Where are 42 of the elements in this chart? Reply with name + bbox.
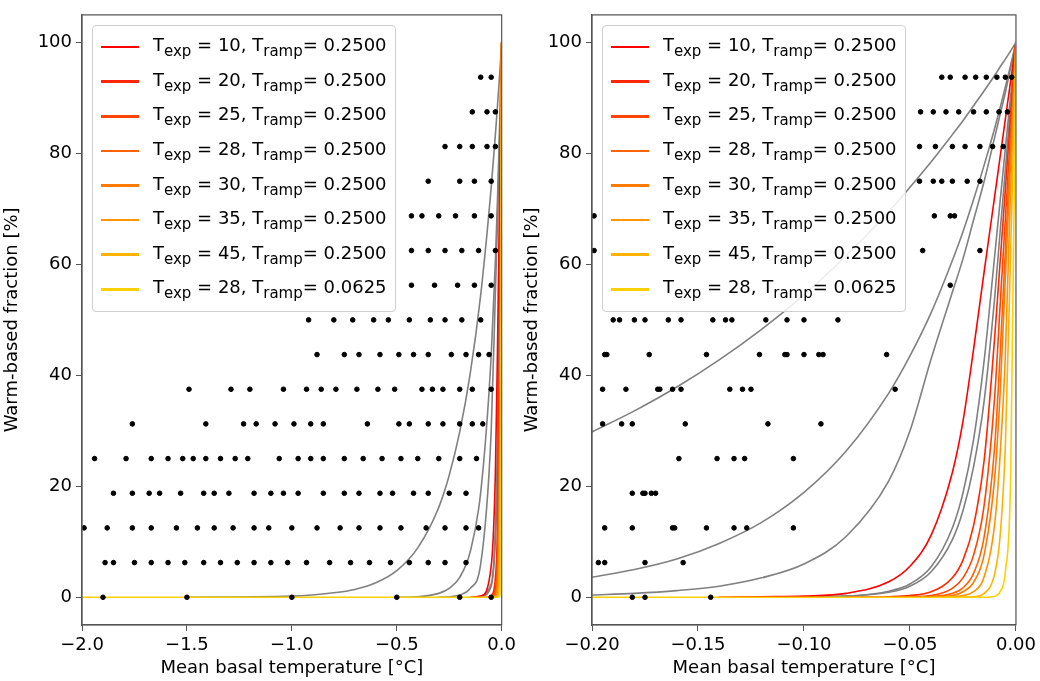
legend-label: T$_{exp}$ = 45, T$_{ramp}$= 0.2500 <box>663 241 897 268</box>
legend-label: T$_{exp}$ = 35, T$_{ramp}$= 0.2500 <box>153 207 387 233</box>
x-tick-label: −0.20 <box>564 633 620 655</box>
y-axis-title: Warm-based fraction [%] <box>0 207 22 433</box>
legend-label: T$_{exp}$ = 45, T$_{ramp}$= 0.2500 <box>153 241 387 268</box>
legend-label: T$_{exp}$ = 28, T$_{ramp}$= 0.0625 <box>663 276 897 303</box>
x-tick-label: −1.5 <box>165 633 209 655</box>
legend-label: T$_{exp}$ = 28, T$_{ramp}$= 0.0625 <box>153 276 387 303</box>
legend-label: T$_{exp}$ = 25, T$_{ramp}$= 0.2500 <box>663 103 897 130</box>
y-tick-label: 40 <box>49 363 72 385</box>
y-tick-label: 80 <box>49 141 72 163</box>
legend-label: T$_{exp}$ = 20, T$_{ramp}$= 0.2500 <box>153 68 387 95</box>
x-axis-title: Mean basal temperature [°C] <box>672 655 936 677</box>
legend-label: T$_{exp}$ = 30, T$_{ramp}$= 0.2500 <box>153 172 387 199</box>
x-tick-label: −0.10 <box>776 633 832 655</box>
y-tick-label: 20 <box>559 473 582 495</box>
y-axis-title: Warm-based fraction [%] <box>520 207 542 433</box>
y-tick-label: 0 <box>570 584 582 606</box>
x-tick-label: −0.5 <box>374 633 419 655</box>
legend-label: T$_{exp}$ = 28, T$_{ramp}$= 0.2500 <box>663 138 897 164</box>
y-tick-label: 20 <box>49 473 72 495</box>
legend-label: T$_{exp}$ = 28, T$_{ramp}$= 0.2500 <box>153 138 387 164</box>
y-tick-label: 100 <box>37 30 72 52</box>
legend-label: T$_{exp}$ = 35, T$_{ramp}$= 0.2500 <box>663 207 897 233</box>
x-tick-label: 0.0 <box>487 633 517 655</box>
y-tick-label: 100 <box>547 30 582 52</box>
x-tick-label: −0.15 <box>670 633 726 655</box>
y-tick-label: 60 <box>49 252 72 274</box>
x-tick-label: 0.00 <box>995 633 1036 655</box>
x-tick-label: −0.05 <box>882 633 938 655</box>
legend-label: T$_{exp}$ = 20, T$_{ramp}$= 0.2500 <box>663 68 897 95</box>
x-tick-label: −1.0 <box>269 633 314 655</box>
legend-label: T$_{exp}$ = 10, T$_{ramp}$= 0.2500 <box>153 34 387 60</box>
legend-label: T$_{exp}$ = 10, T$_{ramp}$= 0.2500 <box>663 34 897 60</box>
y-tick-label: 0 <box>60 584 72 606</box>
y-tick-label: 60 <box>559 252 582 274</box>
x-axis-title: Mean basal temperature [°C] <box>160 655 424 677</box>
y-tick-label: 80 <box>559 141 582 163</box>
legend-label: T$_{exp}$ = 25, T$_{ramp}$= 0.2500 <box>153 103 387 130</box>
legend-label: T$_{exp}$ = 30, T$_{ramp}$= 0.2500 <box>663 172 897 199</box>
y-tick-label: 40 <box>559 363 582 385</box>
x-tick-label: −2.0 <box>60 633 104 655</box>
